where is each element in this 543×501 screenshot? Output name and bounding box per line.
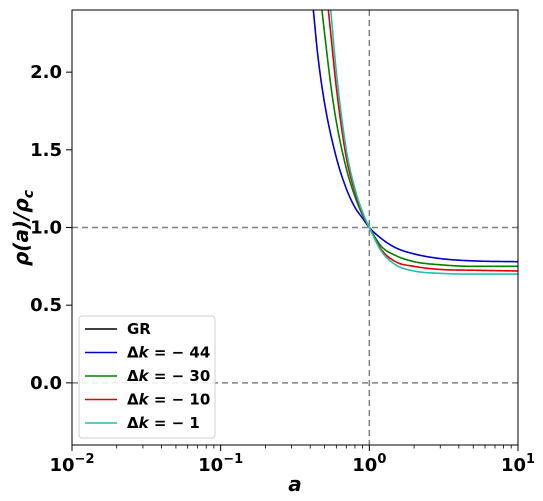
legend-label-3: Δk = − 10 (127, 391, 210, 409)
series-line-3 (327, 10, 518, 272)
x-tick-label-3: 101 (501, 452, 535, 476)
x-tick-label-1: 10−1 (198, 452, 243, 476)
y-tick-label-4: 2.0 (30, 62, 62, 83)
legend-box (78, 315, 216, 439)
legend-label-4: Δk = − 1 (127, 414, 200, 432)
legend-label-0: GR (127, 320, 151, 338)
y-axis-label-subscript: c (21, 189, 37, 198)
y-tick-label-1: 0.5 (30, 295, 62, 316)
legend-label-2: Δk = − 30 (127, 367, 210, 385)
series-line-4 (329, 10, 518, 275)
x-tick-label-0: 10−2 (49, 452, 94, 476)
legend-label-1: Δk = − 44 (127, 344, 210, 362)
axes: 10−2 10−1 100 101 0.0 0.5 1.0 1.5 2.0 (30, 62, 535, 476)
x-axis-label: a (288, 472, 302, 496)
plot-area (72, 10, 518, 445)
y-axis-label: ρ(a)/ρc (9, 189, 37, 266)
legend: GR Δk = − 44 Δk = − 30 Δk = − 10 Δk = − 1 (78, 315, 216, 439)
series-line-2 (321, 10, 518, 268)
y-tick-label-3: 1.5 (30, 140, 62, 161)
y-tick-label-2: 1.0 (30, 218, 62, 239)
y-tick-label-0: 0.0 (30, 373, 62, 394)
x-tick-label-2: 100 (352, 452, 386, 476)
